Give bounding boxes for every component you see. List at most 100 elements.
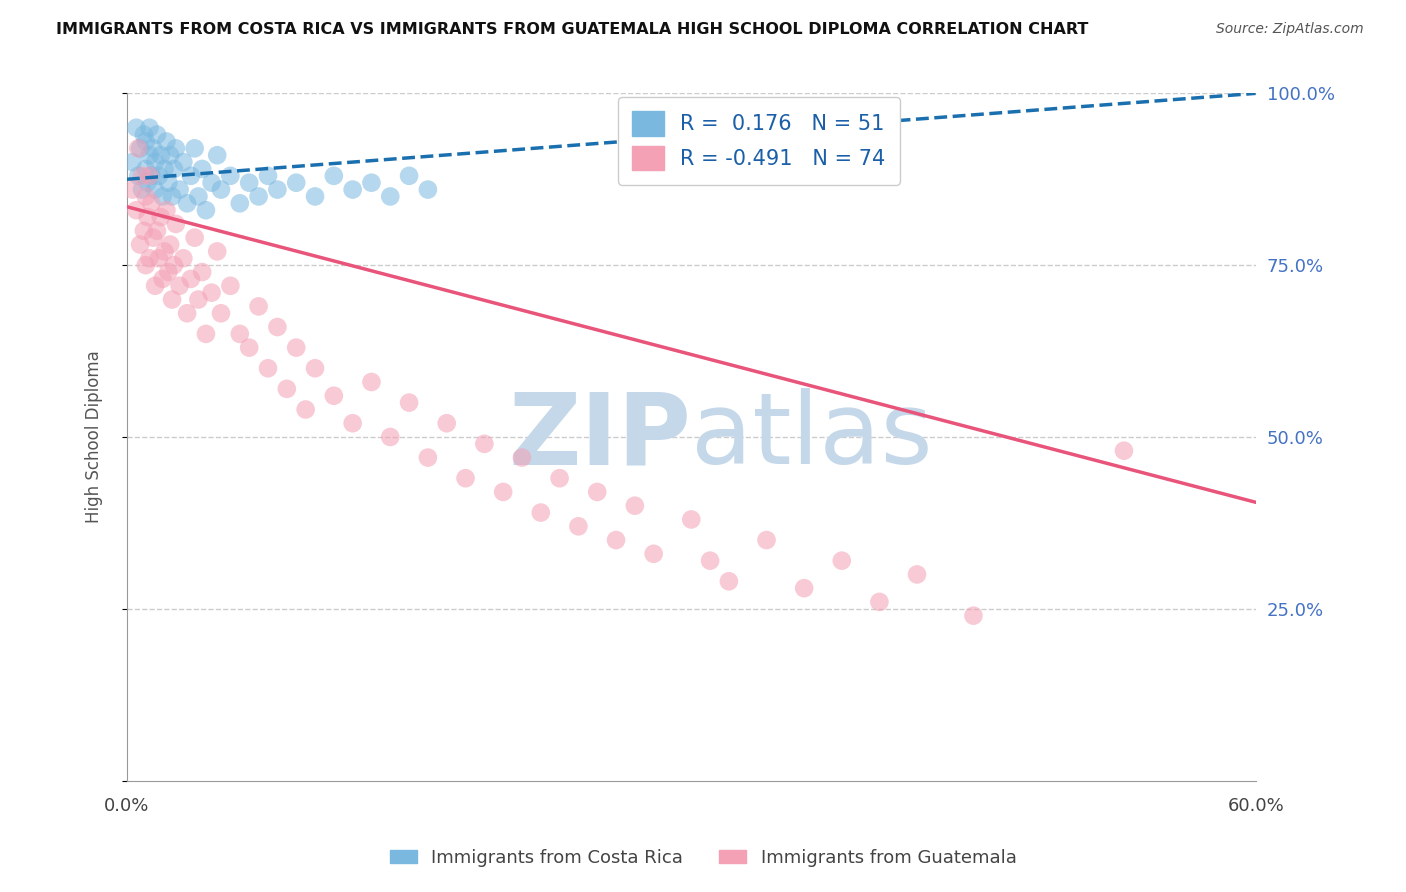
Point [1112,443,1135,458]
Point [176,196,198,211]
Point [398,169,420,183]
Legend: R =  0.176   N = 51, R = -0.491   N = 74: R = 0.176 N = 51, R = -0.491 N = 74 [617,97,900,185]
Point [205,148,228,162]
Point [643,547,665,561]
Point [472,437,495,451]
Point [905,567,928,582]
Y-axis label: High School Diploma: High School Diploma [86,351,103,524]
Point [205,244,228,259]
Point [152,189,174,203]
Point [155,203,177,218]
Point [180,169,202,183]
Point [138,120,160,135]
Point [143,155,166,169]
Point [342,416,364,430]
Point [135,161,157,176]
Point [266,320,288,334]
Point [398,395,420,409]
Point [143,183,166,197]
Point [148,252,170,266]
Point [294,402,316,417]
Text: Source: ZipAtlas.com: Source: ZipAtlas.com [1216,22,1364,37]
Point [200,176,222,190]
Point [229,196,252,211]
Point [157,265,180,279]
Point [200,285,222,300]
Point [129,141,152,155]
Point [131,183,153,197]
Point [247,299,270,313]
Point [360,375,382,389]
Point [247,189,270,203]
Point [163,161,186,176]
Text: ZIP: ZIP [509,389,692,485]
Point [454,471,477,485]
Point [605,533,627,547]
Legend: Immigrants from Costa Rica, Immigrants from Guatemala: Immigrants from Costa Rica, Immigrants f… [382,842,1024,874]
Point [322,389,344,403]
Point [142,141,165,155]
Point [169,183,191,197]
Point [187,293,209,307]
Point [149,148,172,162]
Point [831,554,853,568]
Point [868,595,890,609]
Point [229,326,252,341]
Point [138,148,160,162]
Point [121,183,143,197]
Point [191,161,214,176]
Point [146,224,169,238]
Point [586,485,609,500]
Point [194,203,217,218]
Point [285,341,308,355]
Point [681,512,703,526]
Point [510,450,533,465]
Point [699,554,721,568]
Point [183,230,205,244]
Point [160,189,183,203]
Point [257,169,280,183]
Point [304,189,326,203]
Point [624,499,647,513]
Point [191,265,214,279]
Point [159,237,181,252]
Point [755,533,778,547]
Point [157,176,180,190]
Point [148,169,170,183]
Point [180,272,202,286]
Point [138,252,160,266]
Point [436,416,458,430]
Point [209,306,232,320]
Point [238,176,260,190]
Point [380,430,402,444]
Point [342,183,364,197]
Point [962,608,984,623]
Point [163,258,186,272]
Point [172,155,194,169]
Point [172,252,194,266]
Point [132,224,155,238]
Point [160,293,183,307]
Point [304,361,326,376]
Point [530,506,553,520]
Point [187,189,209,203]
Point [153,161,176,176]
Point [141,196,163,211]
Point [194,326,217,341]
Point [127,169,149,183]
Point [135,189,157,203]
Point [132,128,155,142]
Point [121,155,143,169]
Text: atlas: atlas [692,389,934,485]
Text: IMMIGRANTS FROM COSTA RICA VS IMMIGRANTS FROM GUATEMALA HIGH SCHOOL DIPLOMA CORR: IMMIGRANTS FROM COSTA RICA VS IMMIGRANTS… [56,22,1088,37]
Point [567,519,589,533]
Point [141,169,163,183]
Point [125,203,148,218]
Point [492,485,515,500]
Point [266,183,288,197]
Point [165,217,187,231]
Point [165,141,187,155]
Point [380,189,402,203]
Point [322,169,344,183]
Point [127,141,149,155]
